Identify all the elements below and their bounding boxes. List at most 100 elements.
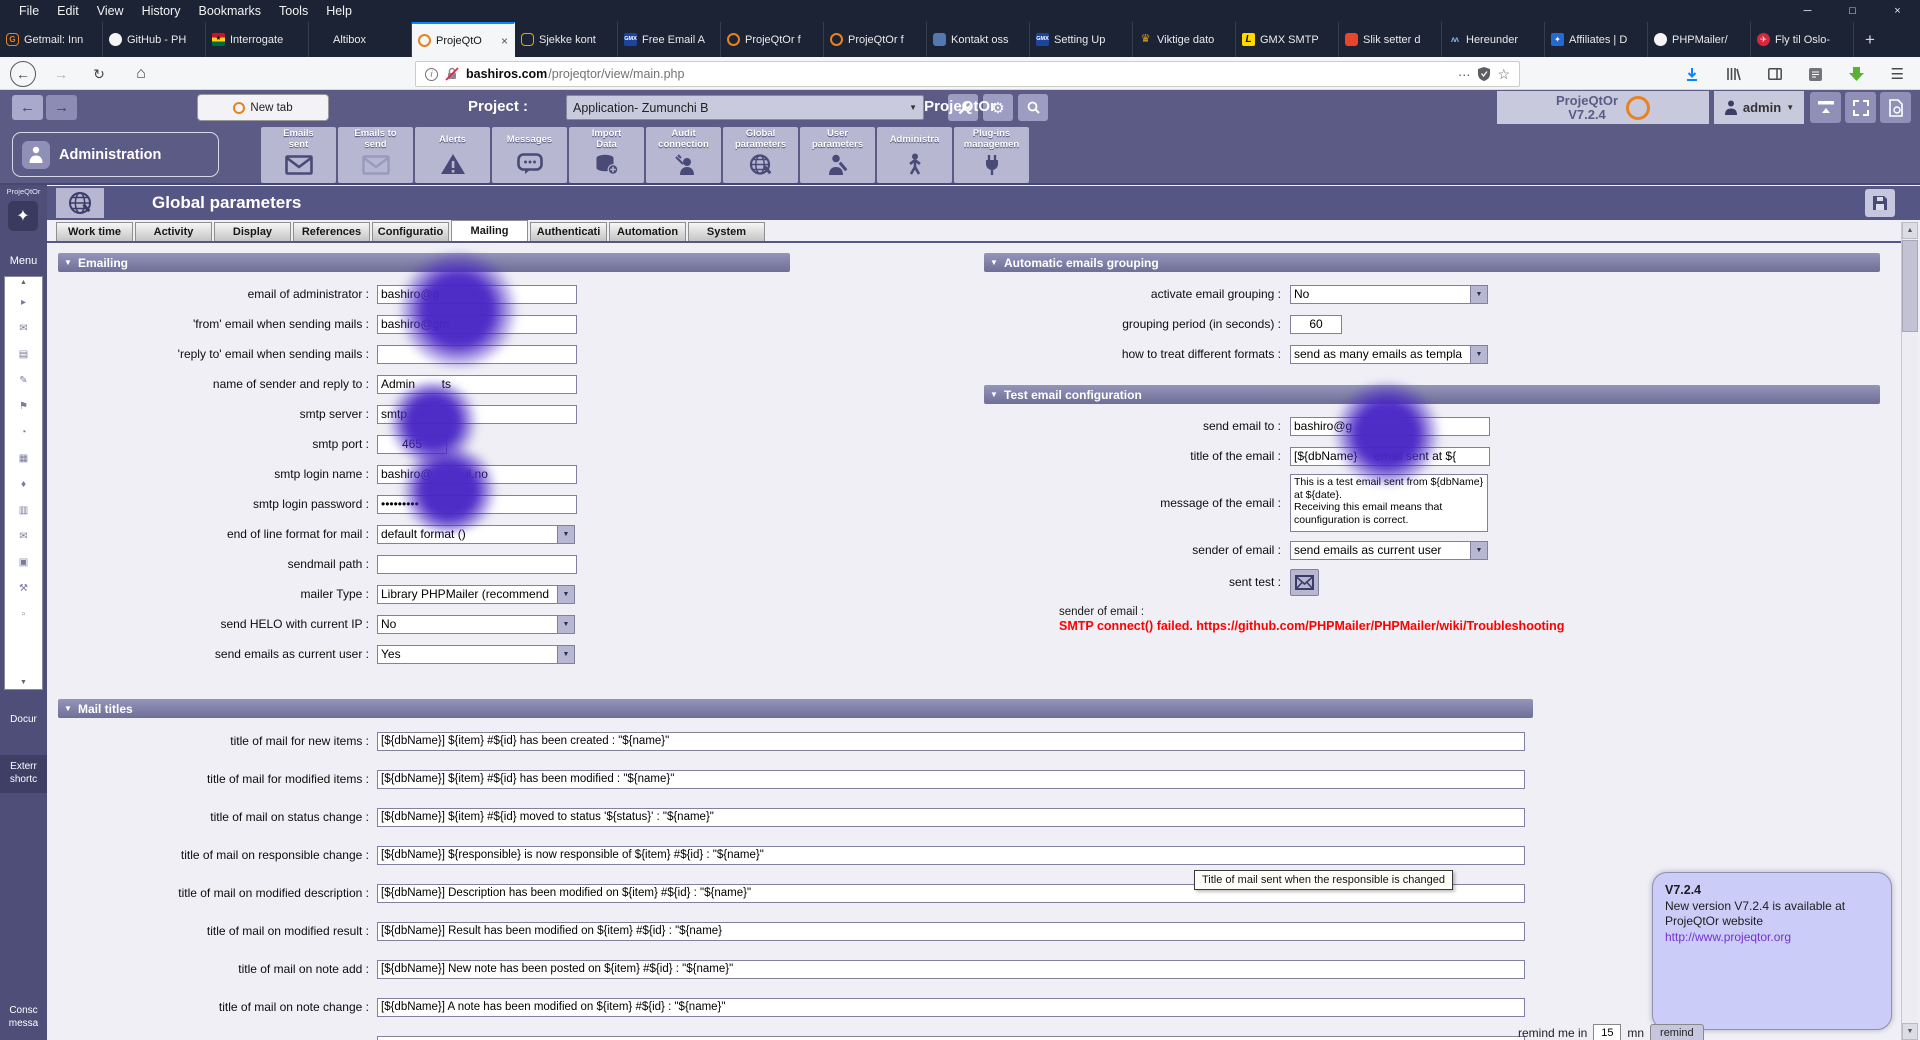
test-email-sender-select[interactable]: ▼ <box>1290 540 1488 560</box>
emailing-section-header[interactable]: ▼ Emailing <box>58 253 790 272</box>
sidebar-menu-label[interactable]: Menu <box>9 255 38 267</box>
browser-tab[interactable]: ProjeQtO × <box>412 22 515 57</box>
sidebar-documents-label[interactable]: Docur <box>10 714 37 725</box>
parameter-tab[interactable]: Work time <box>56 222 133 241</box>
browser-tab[interactable]: ʌʌ Hereunder <box>1442 22 1545 57</box>
browser-tab[interactable]: ✈ Fly til Oslo- <box>1751 22 1854 57</box>
mail-title-input[interactable] <box>377 731 1525 751</box>
save-button[interactable] <box>1865 189 1895 217</box>
collapse-header-button[interactable] <box>1810 92 1841 123</box>
sendmail-path-input[interactable] <box>377 554 577 574</box>
menu-tree-icon[interactable]: ▥ <box>18 504 29 516</box>
sender-name-input[interactable] <box>377 374 577 394</box>
site-info-icon[interactable]: i <box>425 67 438 81</box>
mail-titles-section-header[interactable]: ▼ Mail titles <box>58 699 1533 718</box>
menu-tree-icon[interactable]: ▤ <box>18 348 29 360</box>
menu-item[interactable]: Tools <box>279 4 309 18</box>
browser-tab[interactable]: Kontakt oss <box>927 22 1030 57</box>
browser-tab[interactable]: Altibox <box>309 22 412 57</box>
menu-item[interactable]: History <box>141 4 181 18</box>
hamburger-menu-icon[interactable]: ☰ <box>1890 66 1904 83</box>
tab-close-icon[interactable]: × <box>500 33 508 48</box>
alerts-button[interactable]: Alerts <box>415 127 490 183</box>
test-send-to-input[interactable] <box>1290 416 1490 436</box>
menu-tree-icon[interactable]: ▣ <box>18 556 29 568</box>
global-parameters-button[interactable]: Global parameters <box>723 127 798 183</box>
parameter-tab[interactable]: Authenticati <box>530 222 607 241</box>
audit-connection-button[interactable]: Audit connection <box>646 127 721 183</box>
smtp-password-input[interactable] <box>377 494 577 514</box>
browser-tab[interactable]: ProjeQtOr f <box>824 22 927 57</box>
parameter-tab[interactable]: Mailing <box>451 220 528 241</box>
home-button[interactable]: ⌂ <box>136 65 146 82</box>
plugins-management-button[interactable]: Plug-ins managemen <box>954 127 1029 183</box>
pocket-shield-icon[interactable] <box>1478 67 1491 81</box>
maximize-button[interactable]: □ <box>1849 5 1856 17</box>
close-button[interactable]: × <box>1894 5 1901 17</box>
eol-format-select[interactable]: ▼ <box>377 524 575 544</box>
menu-item[interactable]: File <box>19 4 40 18</box>
menu-tree-icon[interactable]: ✉ <box>19 530 28 542</box>
send-as-current-user-select[interactable]: ▼ <box>377 644 575 664</box>
brand-version-badge[interactable]: ProjeQtOr V7.2.4 <box>1497 91 1709 124</box>
library-icon[interactable] <box>1726 67 1741 81</box>
mail-title-input[interactable] <box>377 845 1525 865</box>
mail-title-input[interactable] <box>377 959 1525 979</box>
menu-tree-icon[interactable]: ♦ <box>20 478 27 490</box>
parameter-tab[interactable]: Automation <box>609 222 686 241</box>
smtp-port-input[interactable] <box>377 434 447 454</box>
user-parameters-button[interactable]: User parameters <box>800 127 875 183</box>
search-button[interactable] <box>1018 94 1048 121</box>
menu-tree-icon[interactable]: ▫ <box>21 608 26 620</box>
browser-tab[interactable]: ★ Interrogate <box>206 22 309 57</box>
browser-tab[interactable]: GitHub - PH <box>103 22 206 57</box>
sidebar-external-shortcuts[interactable]: Exterr shortc <box>0 755 47 793</box>
browser-tab[interactable]: ✦ Affiliates | D <box>1545 22 1648 57</box>
scroll-down-icon[interactable]: ▼ <box>1902 1023 1918 1040</box>
browser-tab[interactable]: ♛ Viktige dato <box>1133 22 1236 57</box>
app-new-tab-button[interactable]: New tab <box>197 94 329 121</box>
menu-tree-icon[interactable]: ⚒ <box>19 582 28 594</box>
parameter-tab[interactable]: References <box>293 222 370 241</box>
scroll-up-icon[interactable]: ▲ <box>20 279 27 286</box>
administration-button[interactable]: Administra <box>877 127 952 183</box>
browser-tab[interactable]: Slik setter d <box>1339 22 1442 57</box>
mail-title-input[interactable] <box>377 807 1525 827</box>
scroll-up-icon[interactable]: ▲ <box>1902 222 1918 239</box>
menu-tree-icon[interactable]: ✎ <box>19 374 28 386</box>
browser-tab[interactable]: ProjeQtOr f <box>721 22 824 57</box>
download-icon[interactable] <box>1685 67 1699 81</box>
menu-item[interactable]: Edit <box>57 4 79 18</box>
sidebar-toggle-icon[interactable] <box>1767 68 1782 80</box>
app-forward-button[interactable]: → <box>46 95 77 120</box>
mail-title-input[interactable] <box>377 769 1525 789</box>
gear-button[interactable]: ⚙ <box>983 94 1013 121</box>
browser-tab[interactable]: Sjekke kont <box>515 22 618 57</box>
page-actions-icon[interactable]: ⋯ <box>1457 67 1472 82</box>
smtp-login-input[interactable] <box>377 464 577 484</box>
activate-grouping-select[interactable]: ▼ <box>1290 284 1488 304</box>
admin-email-input[interactable] <box>377 284 577 304</box>
parameter-tab[interactable]: Configuratio <box>372 222 449 241</box>
projeqtor-website-link[interactable]: http://www.projeqtor.org <box>1665 930 1792 944</box>
grouping-period-input[interactable] <box>1290 314 1342 334</box>
mailer-type-select[interactable]: ▼ <box>377 584 575 604</box>
helo-select[interactable]: ▼ <box>377 614 575 634</box>
mail-title-input[interactable] <box>377 921 1525 941</box>
emails-to-send-button[interactable]: Emails to send <box>338 127 413 183</box>
remind-minutes-input[interactable] <box>1593 1024 1622 1040</box>
parameter-tab[interactable]: Activity <box>135 222 212 241</box>
minimize-button[interactable]: ─ <box>1803 5 1812 17</box>
fullscreen-button[interactable] <box>1845 92 1876 123</box>
browser-tab[interactable]: GMX Setting Up <box>1030 22 1133 57</box>
smtp-server-input[interactable] <box>377 404 577 424</box>
emails-sent-button[interactable]: Emails sent <box>261 127 336 183</box>
test-email-message-textarea[interactable] <box>1290 474 1488 532</box>
scroll-down-icon[interactable]: ▼ <box>20 679 27 686</box>
test-email-section-header[interactable]: ▼ Test email configuration <box>984 385 1880 404</box>
back-button[interactable]: ← <box>10 61 36 87</box>
sidebar-console-messages[interactable]: Consc messa <box>8 1005 39 1029</box>
browser-tab[interactable]: G Getmail: Inn <box>0 22 103 57</box>
user-menu[interactable]: admin ▼ <box>1714 91 1804 124</box>
messages-button[interactable]: Messages <box>492 127 567 183</box>
